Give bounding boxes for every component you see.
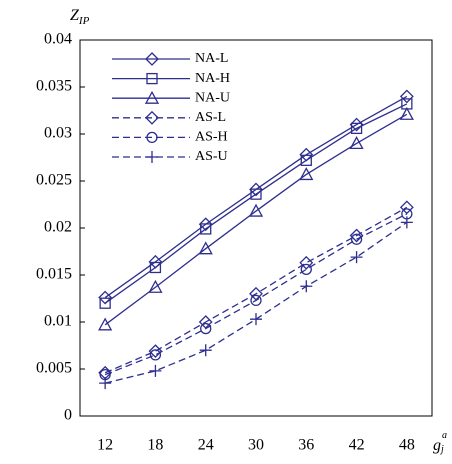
- x-tick-label: 18: [147, 437, 163, 454]
- x-tick-label: 36: [298, 437, 314, 454]
- marker: [399, 89, 414, 104]
- marker: [99, 377, 112, 390]
- marker: [300, 280, 313, 293]
- marker: [248, 203, 264, 217]
- x-tick-label: 24: [198, 437, 214, 454]
- marker: [99, 297, 111, 309]
- marker: [349, 228, 364, 243]
- legend-label: AS-H: [195, 130, 228, 145]
- legend: NA-L NA-H NA-U AS-L AS-H AS-U: [112, 51, 230, 164]
- legend-marker: [145, 52, 159, 66]
- x-axis-label: ga j: [433, 430, 447, 455]
- marker: [349, 136, 364, 150]
- marker: [300, 154, 312, 166]
- marker: [400, 216, 413, 229]
- y-tick-label: 0.015: [36, 266, 72, 283]
- marker: [149, 364, 162, 377]
- legend-label: AS-L: [195, 110, 226, 125]
- y-tick-label: 0.03: [44, 125, 72, 142]
- x-tick-label: 12: [97, 437, 113, 454]
- marker: [98, 317, 113, 331]
- marker: [199, 344, 212, 357]
- marker: [399, 200, 414, 215]
- marker: [349, 117, 364, 132]
- legend-label: NA-U: [195, 90, 230, 105]
- x-tick-label: 30: [248, 437, 264, 454]
- marker: [149, 261, 162, 274]
- legend-label: AS-U: [195, 149, 228, 164]
- x-label-sup: a: [442, 430, 447, 441]
- marker: [250, 313, 262, 326]
- legend-marker: [146, 72, 158, 85]
- y-tick-label: 0.035: [36, 78, 72, 95]
- marker: [198, 241, 213, 255]
- marker: [200, 223, 212, 235]
- legend-label: NA-H: [195, 71, 230, 86]
- y-label-sub: IP: [78, 15, 90, 27]
- series-line: [104, 213, 408, 376]
- y-tick-label: 0.025: [36, 172, 72, 189]
- x-label-main: g: [433, 437, 441, 454]
- y-label-main: Z: [70, 7, 80, 24]
- legend-marker: [146, 151, 158, 163]
- marker: [198, 217, 213, 232]
- marker: [299, 167, 314, 181]
- marker: [300, 263, 312, 276]
- marker: [200, 322, 212, 335]
- marker: [350, 251, 363, 264]
- marker: [350, 122, 363, 135]
- marker: [250, 294, 262, 307]
- legend-label: NA-L: [195, 51, 228, 66]
- y-tick-label: 0: [64, 407, 72, 424]
- marker: [399, 106, 414, 120]
- x-tick-label: 42: [349, 437, 365, 454]
- series-line: [104, 103, 408, 304]
- marker: [98, 290, 113, 305]
- marker: [350, 233, 363, 245]
- series-line: [104, 206, 408, 374]
- marker: [148, 344, 163, 359]
- marker: [149, 349, 162, 361]
- marker: [148, 279, 163, 293]
- marker: [249, 182, 263, 197]
- x-tick-label: 48: [399, 437, 415, 454]
- series-line: [104, 113, 408, 326]
- marker: [250, 188, 262, 200]
- legend-marker: [146, 131, 158, 144]
- y-tick-label: 0.005: [36, 360, 72, 377]
- y-tick-label: 0.02: [44, 219, 72, 236]
- legend-marker: [145, 110, 159, 125]
- legend-marker: [144, 90, 160, 104]
- x-label-sub: j: [439, 444, 444, 455]
- y-axis-label: ZIP: [70, 7, 90, 27]
- marker: [299, 255, 314, 270]
- series-line: [104, 221, 408, 384]
- y-tick-label: 0.01: [44, 313, 72, 330]
- y-tick-label: 0.04: [44, 31, 72, 48]
